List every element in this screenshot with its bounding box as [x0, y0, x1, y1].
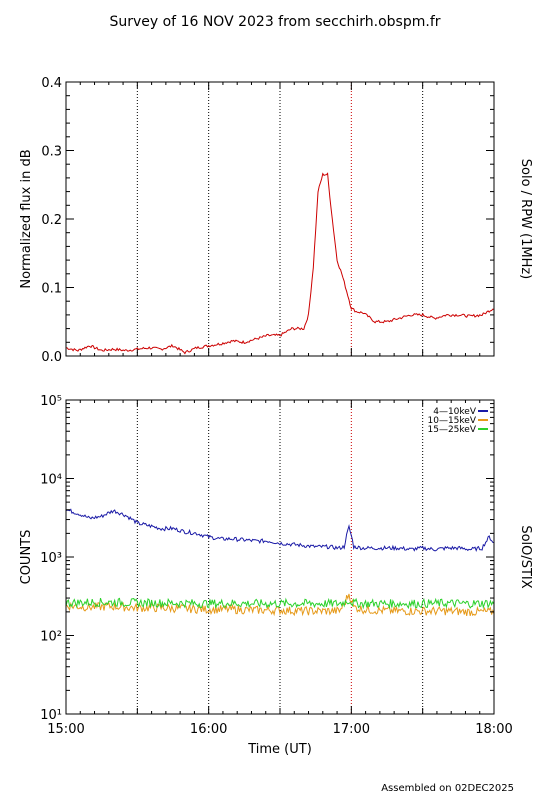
stix-xticks: 15:00 16:00 17:00 18:00: [47, 400, 513, 737]
panel-stix: 10¹ 10² 10³ 10⁴ 10⁵ 15:00 16:00 17:00 18:00 COU…: [19, 394, 533, 737]
stix-series: [65, 508, 495, 617]
series-line-band_4_10: [65, 508, 495, 552]
y-tick-label: 10³: [40, 551, 62, 566]
rpw-y-axis-label: Normalized flux in dB: [19, 149, 34, 288]
series-line-band_10_15: [65, 593, 495, 617]
y-tick-label: 0.2: [41, 213, 62, 228]
stix-plot-frame: [65, 399, 495, 715]
y-tick-label: 0.3: [41, 145, 62, 160]
x-tick-label: 17:00: [333, 722, 370, 737]
x-tick-label: 15:00: [47, 722, 84, 737]
rpw-right-label: Solo / RPW (1MHz): [518, 159, 533, 280]
stix-vlines: [136, 400, 424, 714]
footer-assembled: Assembled on 02DEC2025: [381, 783, 514, 794]
rpw-vlines: [136, 82, 424, 356]
y-tick-label: 0.1: [41, 282, 62, 297]
rpw-xticks: [65, 82, 495, 356]
x-tick-label: 16:00: [190, 722, 227, 737]
rpw-plot-frame: [65, 81, 495, 357]
panel-solo-rpw: 0.0 0.1 0.2 0.3 0.4 Normalized flux in dB So…: [19, 76, 533, 365]
y-tick-label: 0.4: [41, 76, 62, 91]
y-tick-label: 10⁴: [40, 473, 62, 488]
y-tick-label: 10⁵: [40, 394, 62, 409]
stix-right-label: SolO/STIX: [518, 525, 533, 588]
x-axis-label: Time (UT): [247, 742, 312, 757]
stix-yticks: 10¹ 10² 10³ 10⁴ 10⁵: [40, 394, 494, 723]
x-tick-label: 18:00: [475, 722, 512, 737]
y-tick-label: 10¹: [40, 708, 62, 723]
series-line-solo_rpw: [65, 172, 495, 355]
y-tick-label: 0.0: [41, 350, 62, 365]
legend-label-4-10: 4—10keV: [433, 407, 477, 417]
rpw-series: [65, 172, 495, 355]
legend-label-15-25: 15—25keV: [428, 425, 477, 435]
series-line-band_15_25: [65, 597, 495, 610]
stix-legend: 4—10keV 10—15keV 15—25keV: [428, 407, 488, 435]
y-tick-label: 10²: [40, 630, 62, 645]
stix-y-axis-label: COUNTS: [19, 530, 34, 585]
page-title: Survey of 16 NOV 2023 from secchirh.obsp…: [109, 14, 440, 30]
rpw-yticks: 0.0 0.1 0.2 0.3 0.4: [41, 76, 494, 365]
legend-label-10-15: 10—15keV: [428, 416, 477, 426]
